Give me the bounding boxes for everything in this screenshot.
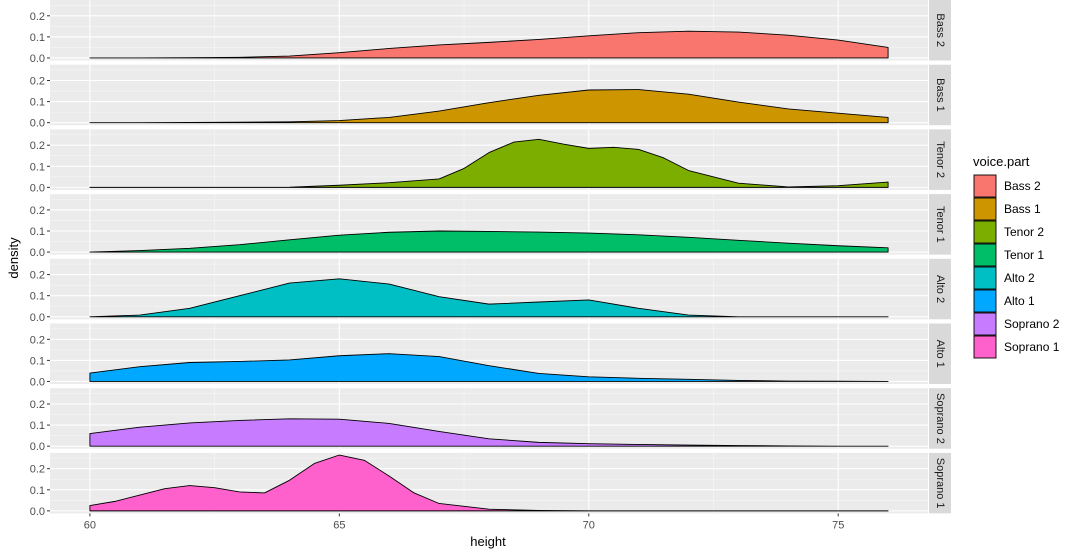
facet-panel: 0.0 0.1 0.2 Tenor 2 [30,129,951,194]
facet-strip-label: Alto 1 [934,340,946,368]
legend-item: Alto 2 [973,266,1035,290]
facet-strip-label: Soprano 1 [934,458,946,509]
x-tick-label: 60 [84,519,96,531]
y-tick-label: 0.1 [30,226,45,238]
legend-item: Soprano 1 [973,335,1060,359]
facet-panel: 0.0 0.1 0.2 Alto 1 [30,323,951,388]
y-tick-label: 0.2 [30,205,45,217]
legend-label: Soprano 1 [1004,340,1060,354]
legend-label: Alto 1 [1004,294,1035,308]
y-tick-label: 0.2 [30,464,45,476]
y-tick-label: 0.1 [30,420,45,432]
legend-item: Alto 1 [973,289,1035,313]
density-area [89,278,889,318]
legend-key [973,220,997,244]
density-area [89,353,889,382]
x-axis-title: height [470,534,506,549]
density-area [89,138,889,188]
legend-item: Bass 1 [973,197,1041,221]
legend-item: Bass 2 [973,174,1041,198]
density-area [89,30,889,59]
y-tick-label: 0.1 [30,355,45,367]
y-tick-label: 0.0 [30,247,45,259]
y-tick-label: 0.0 [30,118,45,130]
legend-label: Bass 2 [1004,179,1041,193]
legend-label: Tenor 1 [1004,248,1044,262]
legend-key [973,312,997,336]
facet-panel: 0.0 0.1 0.2 Alto 2 [30,258,951,324]
legend-key [973,174,997,198]
facet-panel: 0.0 0.1 0.2 Bass 2 [30,0,951,65]
y-tick-label: 0.0 [30,376,45,388]
legend-key [973,266,997,290]
legend-item: Soprano 2 [973,312,1060,336]
facet-panel: 0.0 0.1 0.2 Soprano 2 [30,388,951,453]
legend-key [973,335,997,359]
y-tick-label: 0.0 [30,506,45,518]
y-axis-title: density [6,237,21,279]
legend-title: voice.part [973,154,1030,169]
legend-label: Alto 2 [1004,271,1035,285]
x-tick-label: 65 [333,519,345,531]
y-tick-label: 0.1 [30,97,45,109]
facet-panel: 0.0 0.1 0.2 Tenor 1 [30,194,951,259]
facet-strip [929,323,951,384]
y-tick-label: 0.0 [30,312,45,324]
x-tick-label: 75 [832,519,844,531]
facet-panel: 0.0 0.1 0.2 Soprano 1 [30,452,951,518]
legend-key [973,197,997,221]
y-tick-label: 0.2 [30,270,45,282]
facet-strip-label: Bass 1 [934,78,946,112]
density-area [89,418,889,447]
facet-strip [929,64,951,126]
y-tick-label: 0.2 [30,399,45,411]
y-tick-label: 0.2 [30,140,45,152]
legend-key [973,289,997,313]
facet-strip-label: Alto 2 [934,275,946,303]
x-axis: 60 65 70 75 [84,513,844,531]
legend-item: Tenor 1 [973,243,1044,267]
facet-strip-label: Bass 2 [934,13,946,47]
facet-strip [929,194,951,255]
y-tick-label: 0.1 [30,161,45,173]
y-tick-label: 0.0 [30,182,45,194]
facet-strip-label: Soprano 2 [934,393,946,444]
y-tick-label: 0.0 [30,441,45,453]
facet-strip [929,129,951,190]
facet-strip [929,258,951,320]
y-tick-label: 0.2 [30,76,45,88]
legend-item: Tenor 2 [973,220,1044,244]
facet-strip [929,0,951,61]
x-tick-label: 70 [583,519,595,531]
y-tick-label: 0.2 [30,334,45,346]
facet-strip [929,452,951,514]
y-tick-label: 0.1 [30,32,45,44]
density-area [89,230,889,253]
legend-items: Bass 2 Bass 1 Tenor 2 Tenor 1 Alto 2 Alto 1 So… [973,174,1060,359]
legend-label: Bass 1 [1004,202,1041,216]
facet-strip-label: Tenor 1 [934,206,946,243]
legend-label: Soprano 2 [1004,317,1060,331]
y-tick-label: 0.0 [30,53,45,65]
facet-panel: 0.0 0.1 0.2 Bass 1 [30,64,951,130]
legend: voice.part Bass 2 Bass 1 Tenor 2 Tenor 1 Alt… [973,154,1060,359]
legend-label: Tenor 2 [1004,225,1044,239]
facet-panels: 0.0 0.1 0.2 Bass 2 0.0 0.1 0.2 Bass 1 0.0 0.1 0.2 T… [30,0,951,518]
density-area [89,454,889,512]
y-tick-label: 0.2 [30,11,45,23]
y-tick-label: 0.1 [30,291,45,303]
density-area [89,89,889,124]
legend-key [973,243,997,267]
y-tick-label: 0.1 [30,485,45,497]
facet-strip-label: Tenor 2 [934,141,946,178]
facet-strip [929,388,951,449]
